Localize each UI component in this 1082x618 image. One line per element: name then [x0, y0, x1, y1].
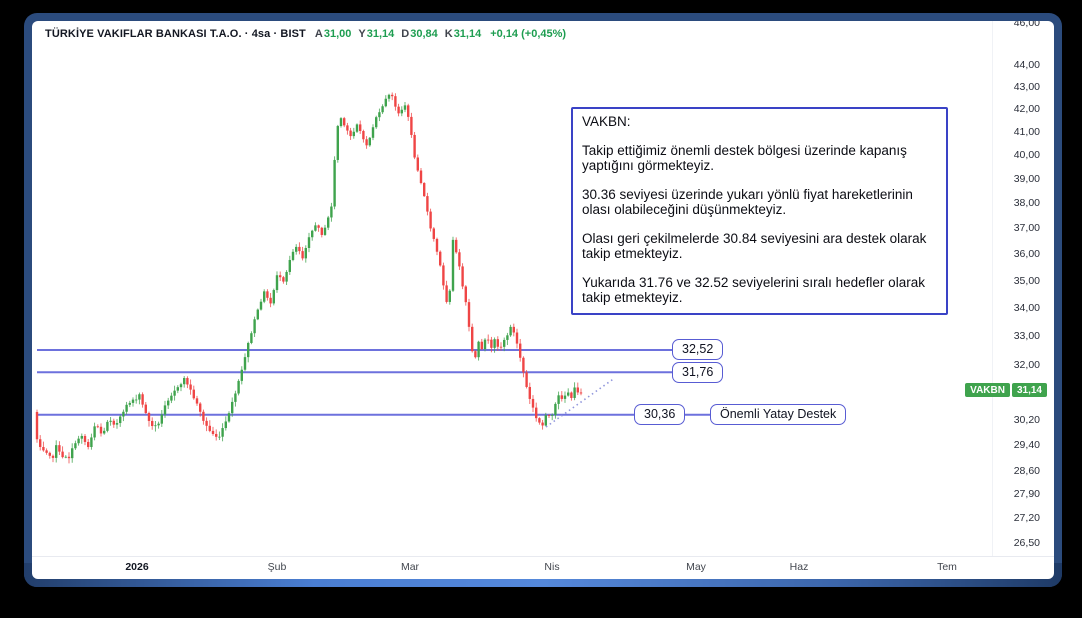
price-tick: 35,00 [1013, 274, 1040, 287]
candlestick-chart[interactable] [32, 21, 1054, 579]
level-note-label[interactable]: Önemli Yatay Destek [710, 404, 847, 426]
analysis-paragraph: Olası geri çekilmelerde 30.84 seviyesini… [582, 230, 927, 262]
price-tick: 40,00 [1013, 148, 1040, 161]
last-price-tag: VAKBN 31,14 [965, 382, 1047, 397]
ohlc-item: D 30,84 [401, 28, 438, 40]
time-tick: Haz [789, 561, 809, 573]
price-tick: 30,20 [1013, 413, 1040, 426]
analysis-note[interactable]: VAKBN: Takip ettiğimiz önemli destek böl… [571, 107, 948, 315]
level-price-label[interactable]: 30,36 [634, 404, 686, 426]
tag-symbol: VAKBN [965, 382, 1010, 397]
price-tick: 41,00 [1013, 125, 1040, 138]
price-tick: 29,40 [1013, 439, 1040, 452]
time-tick: Mar [400, 561, 420, 573]
chart-surface: TÜRKİYE VAKIFLAR BANKASI T.A.O. · 4sa · … [32, 21, 1054, 579]
price-tick: 42,00 [1013, 102, 1040, 115]
time-tick: Tem [937, 561, 957, 573]
analysis-paragraph: 30.36 seviyesi üzerinde yukarı yönlü fiy… [582, 186, 913, 218]
price-tick: 38,00 [1013, 197, 1040, 210]
analysis-note-body: Takip ettiğimiz önemli destek bölgesi üz… [582, 143, 937, 306]
price-tick: 33,00 [1013, 330, 1040, 343]
price-tick: 37,00 [1013, 222, 1040, 235]
price-tick: 32,00 [1013, 359, 1040, 372]
price-tick: 36,00 [1013, 248, 1040, 261]
symbol-legend: TÜRKİYE VAKIFLAR BANKASI T.A.O. · 4sa · … [45, 28, 566, 40]
price-tick: 44,00 [1013, 59, 1040, 71]
ohlc-item: A 31,00 [314, 28, 352, 40]
price-tick: 34,00 [1013, 302, 1040, 315]
analysis-paragraph: Yukarıda 31.76 ve 32.52 seviyelerini sır… [582, 274, 925, 306]
time-axis-separator [32, 556, 1054, 557]
price-tick: 26,50 [1013, 536, 1040, 549]
symbol-title: TÜRKİYE VAKIFLAR BANKASI T.A.O. · 4sa · … [45, 28, 306, 40]
price-axis-separator [992, 21, 993, 556]
time-tick: Şub [267, 561, 287, 573]
price-tick: 28,60 [1013, 465, 1040, 478]
level-price-label[interactable]: 32,52 [672, 339, 724, 361]
analysis-note-title: VAKBN: [582, 114, 631, 129]
change-value: +0,14 (+0,45%) [490, 28, 567, 40]
price-tick: 43,00 [1013, 80, 1040, 93]
price-tick: 27,90 [1013, 488, 1040, 501]
time-tick: 2026 [125, 561, 149, 573]
time-tick: Nis [544, 561, 560, 573]
price-tick: 27,20 [1013, 512, 1040, 525]
price-tick: 46,00 [1013, 21, 1040, 30]
ohlc-item: K 31,14 [444, 28, 482, 40]
ohlc-item: Y 31,14 [358, 28, 395, 40]
level-price-label[interactable]: 31,76 [672, 361, 724, 383]
price-tick: 39,00 [1013, 172, 1040, 185]
analysis-paragraph: Takip ettiğimiz önemli destek bölgesi üz… [582, 142, 907, 174]
ohlc-values: A 31,00 Y 31,14 D 30,84 K 31,14 [315, 28, 481, 40]
time-tick: May [686, 561, 706, 573]
tag-price: 31,14 [1011, 382, 1047, 397]
